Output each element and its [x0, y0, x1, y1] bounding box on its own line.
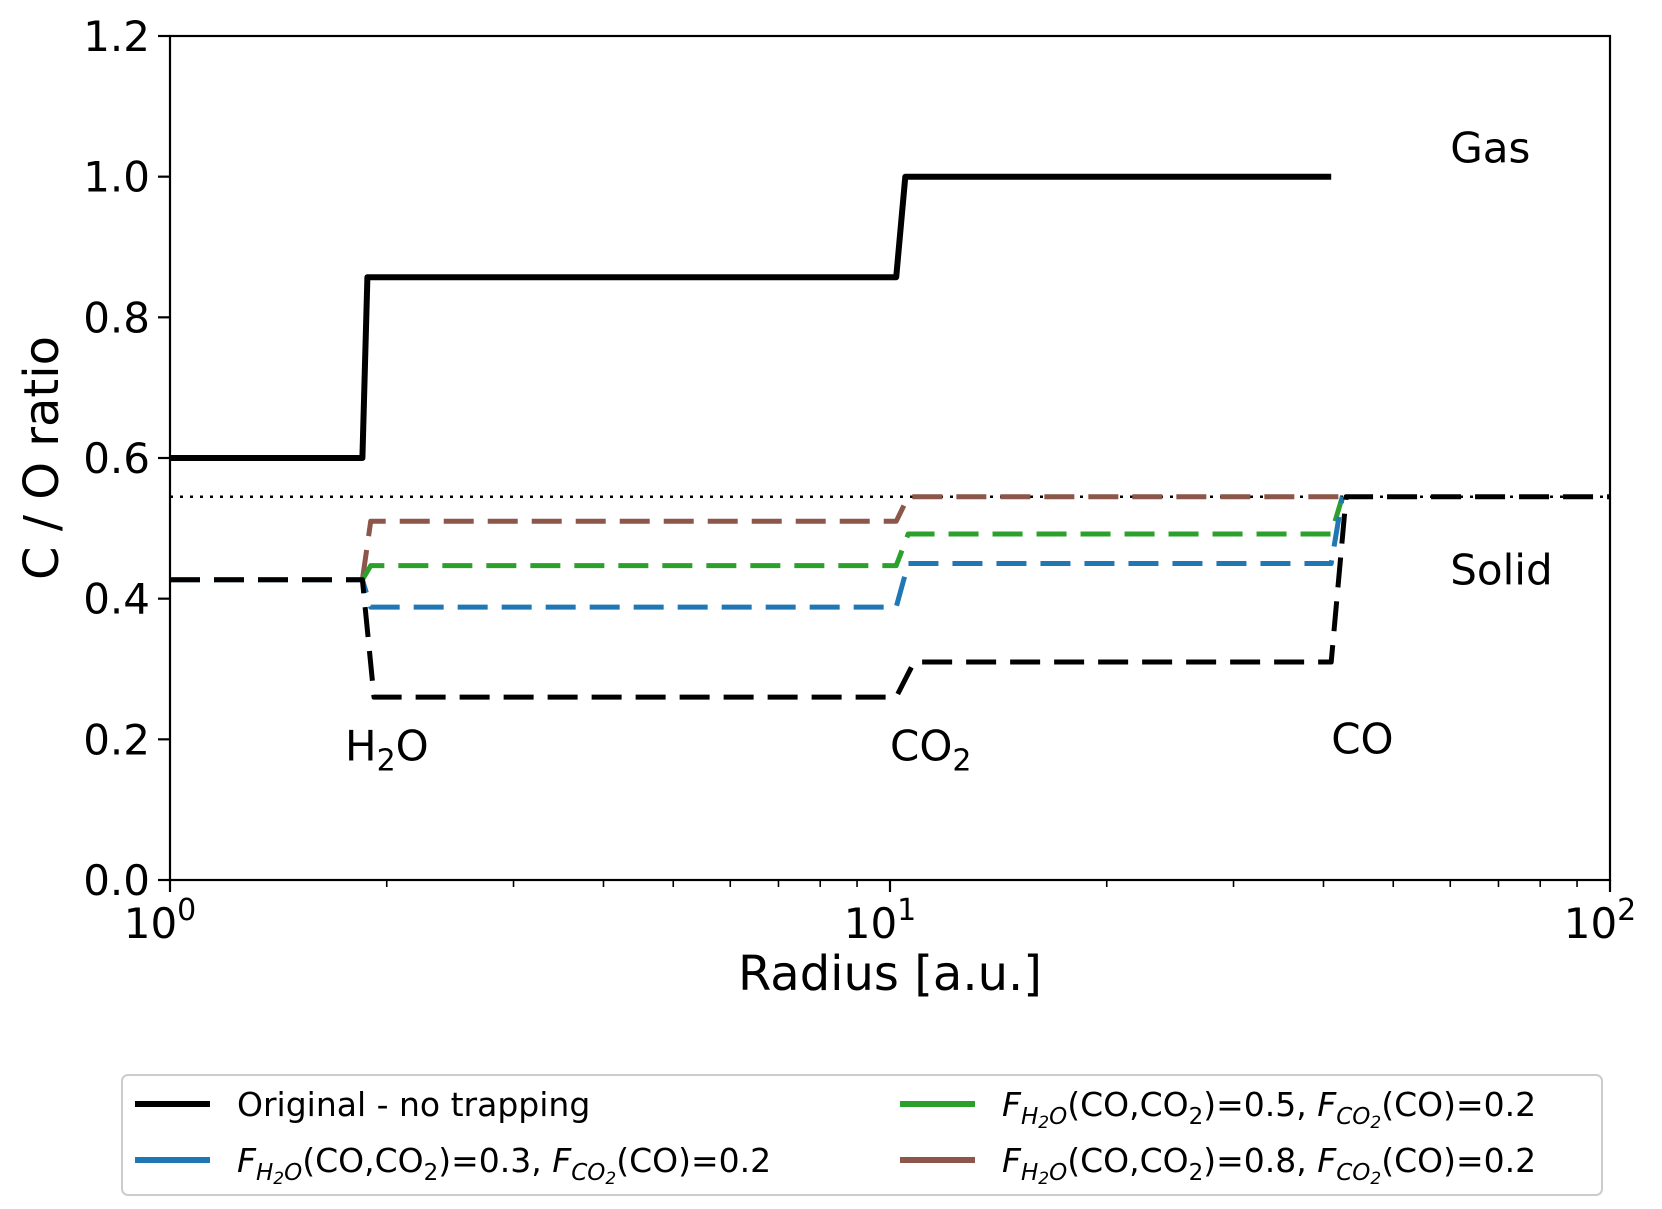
annotation-gas: Gas	[1450, 124, 1530, 173]
annotations: Gas Solid H2O CO2 CO	[345, 124, 1553, 779]
y-tick-label: 0.6	[83, 434, 150, 483]
series-line-solid-f08	[359, 494, 1343, 581]
y-tick-label: 0.8	[83, 293, 150, 342]
y-axis-title: C / O ratio	[14, 336, 70, 580]
legend-label: Original - no trapping	[237, 1085, 590, 1124]
series-line-solid-f05	[360, 495, 1345, 581]
series-layer	[170, 173, 1610, 700]
legend-label: FH2O(CO,CO2)=0.5, FCO2(CO)=0.2	[1002, 1085, 1536, 1133]
axis-ticks: 0.0 0.2 0.4 0.6 0.8 1.0 1.2 100 101 102	[83, 12, 1636, 948]
y-tick-label: 0.0	[83, 856, 150, 905]
legend: Original - no trapping FH2O(CO,CO2)=0.3, …	[121, 1074, 1603, 1196]
series-line-solid-original	[170, 494, 1610, 700]
legend-label: FH2O(CO,CO2)=0.8, FCO2(CO)=0.2	[1002, 1141, 1536, 1189]
x-axis-title: Radius [a.u.]	[738, 946, 1042, 1002]
x-tick-label: 101	[844, 893, 917, 948]
series-line-solid-f03	[170, 496, 1345, 610]
annotation-co: CO	[1331, 714, 1393, 763]
annotation-h2o: H2O	[345, 721, 429, 778]
y-tick-label: 1.2	[83, 12, 150, 61]
legend-item-original: Original - no trapping	[135, 1085, 590, 1124]
legend-label: FH2O(CO,CO2)=0.3, FCO2(CO)=0.2	[237, 1141, 771, 1189]
legend-item-f03: FH2O(CO,CO2)=0.3, FCO2(CO)=0.2	[135, 1141, 771, 1189]
x-tick-label: 102	[1564, 893, 1637, 948]
y-tick-label: 0.2	[83, 715, 150, 764]
x-tick-label: 100	[124, 893, 197, 948]
annotation-solid: Solid	[1450, 546, 1552, 595]
y-tick-label: 1.0	[83, 153, 150, 202]
y-tick-label: 0.4	[83, 575, 150, 624]
series-line-gas-original	[170, 173, 1332, 461]
legend-box	[121, 1074, 1603, 1196]
annotation-co2: CO2	[890, 721, 971, 778]
legend-item-f05: FH2O(CO,CO2)=0.5, FCO2(CO)=0.2	[900, 1085, 1536, 1133]
legend-item-f08: FH2O(CO,CO2)=0.8, FCO2(CO)=0.2	[900, 1141, 1536, 1189]
